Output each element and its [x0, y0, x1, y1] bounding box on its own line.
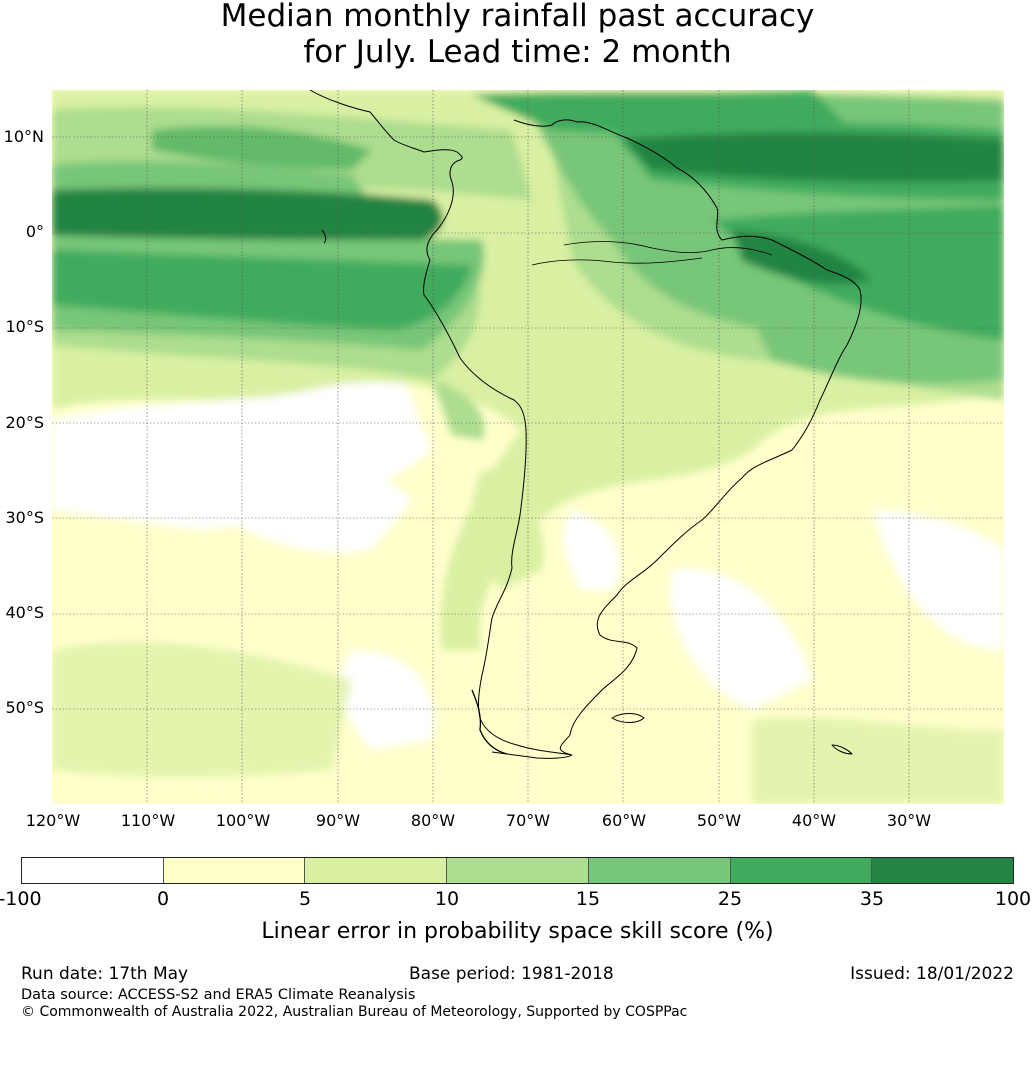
colorbar-tick: 0 — [156, 888, 170, 910]
colorbar-segment-6 — [730, 858, 873, 883]
data-source: Data source: ACCESS-S2 and ERA5 Climate … — [21, 987, 416, 1003]
colorbar-tick: 10 — [434, 888, 460, 910]
lon-label-60w: 60°W — [601, 811, 647, 830]
issued-date: Issued: 18/01/2022 — [850, 964, 1014, 984]
lat-label-0: 0° — [25, 222, 44, 241]
colorbar-segment-3 — [305, 858, 448, 883]
map-canvas — [52, 90, 1004, 804]
colorbar-tick: -100 — [0, 888, 42, 910]
lat-label-20s: 20°S — [5, 413, 44, 432]
lon-label-110w: 110°W — [120, 811, 176, 830]
lat-label-40s: 40°S — [5, 603, 44, 622]
colorbar-segment-4 — [447, 858, 589, 883]
lon-label-40w: 40°W — [791, 811, 837, 830]
colorbar-segment-5 — [588, 858, 731, 883]
lat-label-10s: 10°S — [5, 317, 44, 336]
colorbar-tick: 25 — [717, 888, 743, 910]
lon-label-120w: 120°W — [25, 811, 81, 830]
lat-label-10n: 10°N — [3, 127, 44, 146]
map-title-line1: Median monthly rainfall past accuracy — [220, 0, 815, 34]
graticule — [52, 90, 1004, 804]
copyright: © Commonwealth of Australia 2022, Austra… — [21, 1004, 688, 1020]
lon-label-90w: 90°W — [315, 811, 361, 830]
colorbar-segment-7 — [872, 858, 1014, 883]
skill-score-map — [52, 90, 1004, 804]
lon-label-30w: 30°W — [886, 811, 932, 830]
colorbar — [21, 857, 1014, 884]
lat-label-50s: 50°S — [5, 698, 44, 717]
lon-label-50w: 50°W — [696, 811, 742, 830]
colorbar-tick: 15 — [575, 888, 601, 910]
lon-label-80w: 80°W — [410, 811, 456, 830]
lat-label-30s: 30°S — [5, 508, 44, 527]
run-date: Run date: 17th May — [21, 964, 189, 984]
base-period: Base period: 1981-2018 — [409, 964, 614, 984]
colorbar-tick: 35 — [859, 888, 885, 910]
colorbar-segment-1 — [22, 858, 164, 883]
colorbar-tick: 5 — [298, 888, 312, 910]
colorbar-label: Linear error in probability space skill … — [261, 919, 774, 944]
coastlines — [309, 90, 862, 759]
colorbar-tick: 100 — [994, 888, 1032, 910]
colorbar-segment-2 — [163, 858, 306, 883]
map-title-line2: for July. Lead time: 2 month — [303, 34, 732, 70]
lon-label-70w: 70°W — [505, 811, 551, 830]
lon-label-100w: 100°W — [215, 811, 271, 830]
